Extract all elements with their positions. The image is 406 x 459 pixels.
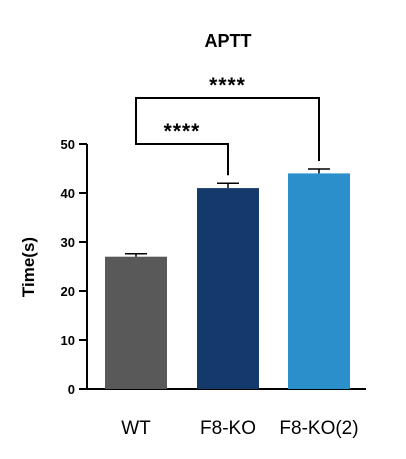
significance-brackets: **** ****: [135, 74, 320, 176]
y-axis-label: Time(s): [19, 237, 38, 297]
significance-bracket: [135, 97, 320, 161]
y-tick-label: 0: [68, 382, 75, 397]
chart-title: APTT: [205, 31, 252, 51]
x-tick-label: WT: [121, 418, 151, 439]
significance-label: ****: [209, 74, 246, 97]
bar: [197, 188, 259, 389]
bar: [288, 173, 350, 389]
y-ticks: 0 10 20 30 40 50: [61, 137, 87, 397]
y-tick-label: 30: [61, 235, 75, 250]
bar: [105, 256, 167, 389]
y-tick-label: 20: [61, 284, 75, 299]
y-tick-label: 50: [61, 137, 75, 152]
x-tick-label: F8-KO(2): [279, 418, 358, 439]
x-tick-label: F8-KO: [200, 418, 256, 439]
significance-bracket: [135, 127, 229, 176]
y-tick-label: 10: [61, 333, 75, 348]
x-tick-labels: WT F8-KO F8-KO(2): [121, 418, 358, 439]
significance-label: ****: [164, 120, 201, 143]
y-tick-label: 40: [61, 186, 75, 201]
bars: [105, 168, 350, 389]
